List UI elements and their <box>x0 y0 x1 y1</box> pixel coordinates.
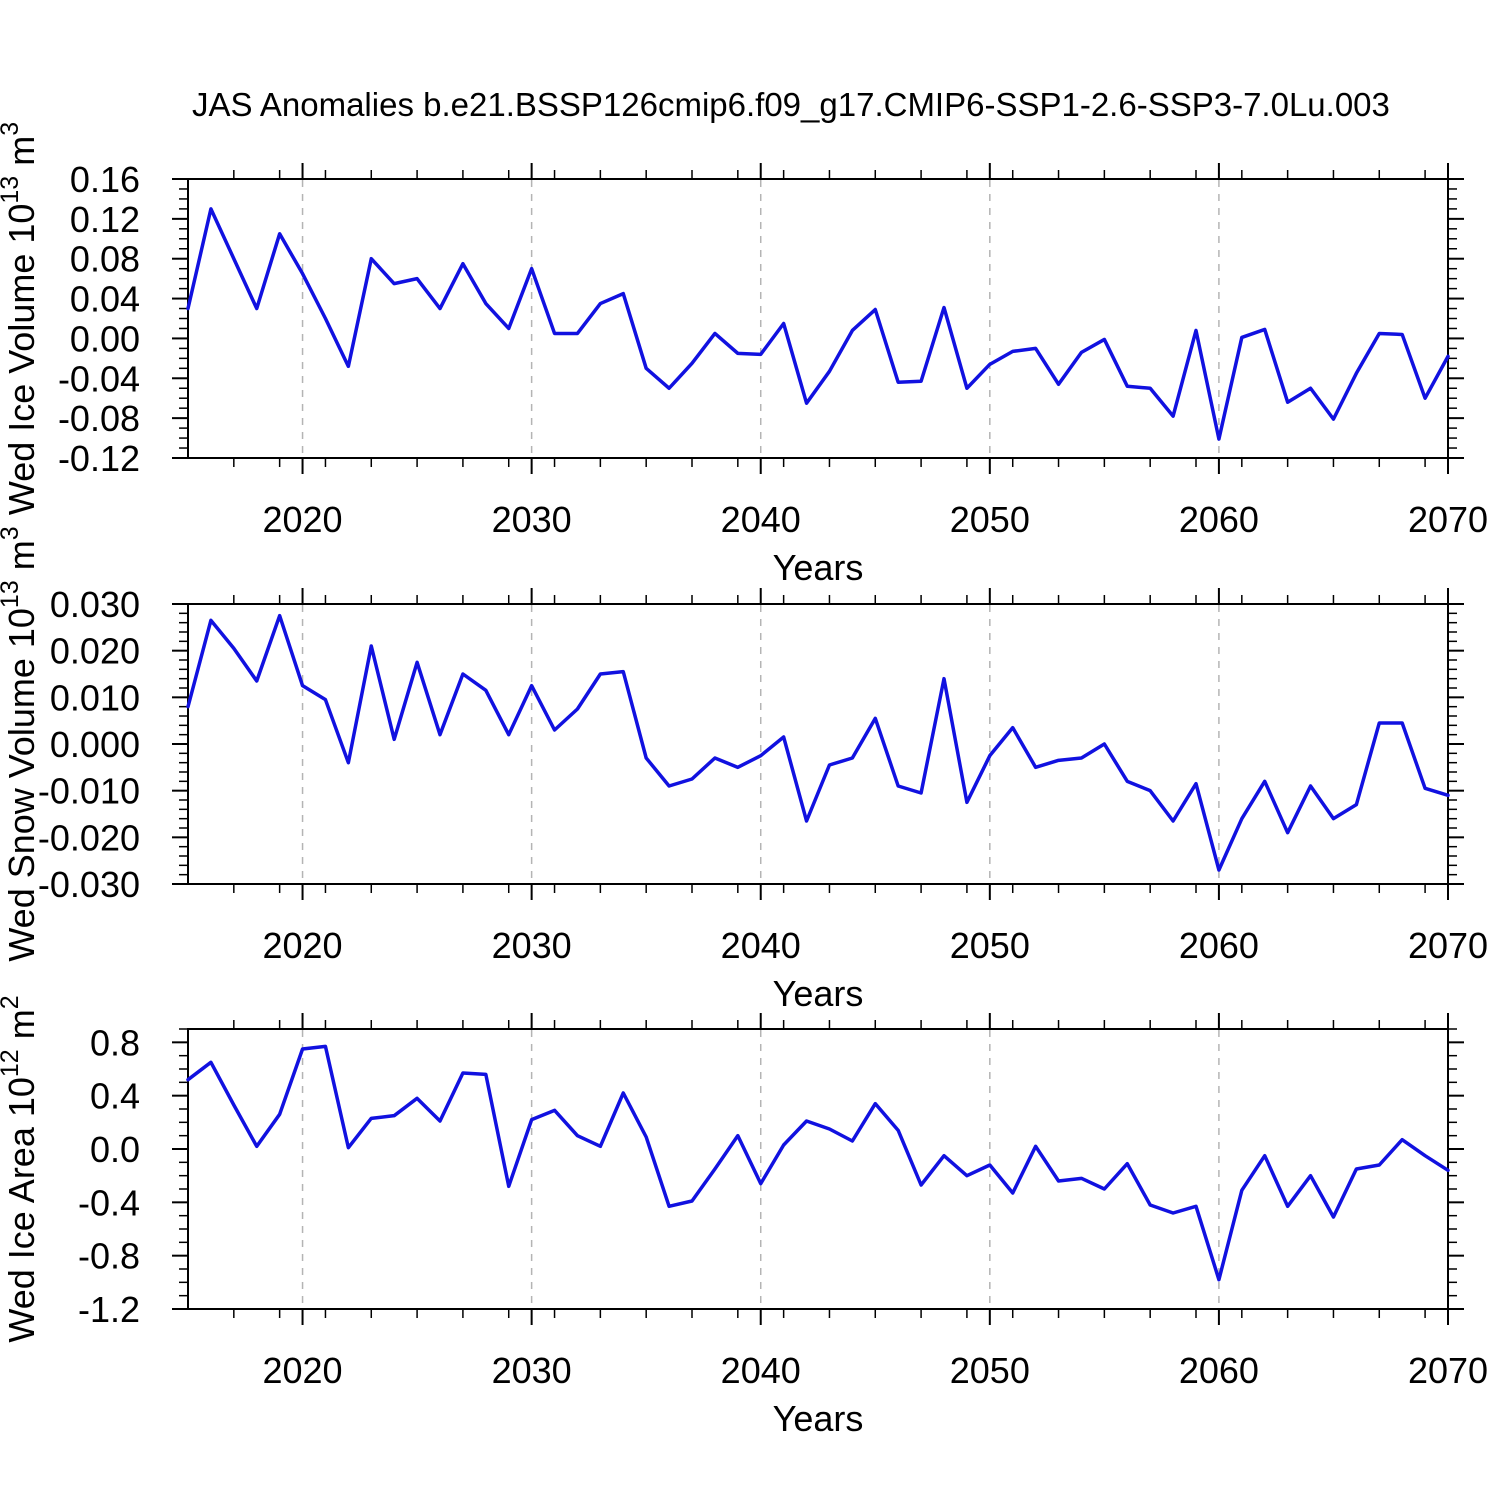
y-axis-title: Wed Ice Volume 1013 m3 <box>0 122 42 515</box>
y-tick-label: 0.12 <box>70 199 140 240</box>
x-tick-label: 2050 <box>950 1350 1030 1391</box>
y-tick-label: -0.8 <box>78 1236 140 1277</box>
x-tick-label: 2040 <box>721 925 801 966</box>
x-tick-label: 2030 <box>492 925 572 966</box>
y-tick-label: 0.08 <box>70 239 140 280</box>
y-ticks <box>172 178 1464 459</box>
y-tick-label: 0.04 <box>70 279 140 320</box>
y-tick-label: 0.030 <box>50 584 140 625</box>
wed-snow-volume-line <box>186 613 1450 872</box>
x-axis-title: Years <box>773 547 864 588</box>
x-tick-label: 2040 <box>721 499 801 540</box>
y-ticks <box>172 603 1464 885</box>
y-tick-label: -0.030 <box>38 864 140 905</box>
wed-ice-volume-line <box>186 207 1450 441</box>
y-tick-label: -0.4 <box>78 1182 140 1223</box>
y-tick-label: 0.16 <box>70 159 140 200</box>
y-tick-label: -1.2 <box>78 1289 140 1330</box>
y-ticks <box>172 1028 1464 1310</box>
x-axis-title: Years <box>773 1398 864 1439</box>
panel-wed-ice-volume: 0.160.120.080.040.00-0.04-0.08-0.12 2020 2… <box>0 122 1488 588</box>
panel-wed-ice-area: 0.8 0.4 0.0 -0.4 -0.8 -1.2 2020 2030 2040 2050 206… <box>0 995 1488 1439</box>
panel-wed-snow-volume: 0.030 0.020 0.010 0.000 -0.010 -0.020 -0.030 20… <box>0 526 1488 1014</box>
y-tick-label: -0.020 <box>38 817 140 858</box>
x-tick-label: 2030 <box>492 1350 572 1391</box>
x-tick-label: 2070 <box>1408 499 1488 540</box>
x-tick-label: 2060 <box>1179 925 1259 966</box>
x-axis-title: Years <box>773 973 864 1014</box>
plot-box <box>187 178 1449 459</box>
x-tick-label: 2070 <box>1408 1350 1488 1391</box>
x-tick-label: 2050 <box>950 499 1030 540</box>
y-tick-label: -0.04 <box>58 358 140 399</box>
y-tick-label: 0.010 <box>50 677 140 718</box>
y-axis-title: Wed Snow Volume 1013 m3 <box>0 526 42 961</box>
y-tick-label: 0.00 <box>70 318 140 359</box>
y-axis-title: Wed Ice Area 1012 m2 <box>0 995 42 1342</box>
x-tick-label: 2070 <box>1408 925 1488 966</box>
y-tick-label: -0.08 <box>58 398 140 439</box>
x-ticks <box>233 1013 1449 1325</box>
x-tick-label: 2030 <box>492 499 572 540</box>
x-ticks <box>233 163 1449 474</box>
y-tick-label: 0.020 <box>50 631 140 672</box>
figure-title: JAS Anomalies b.e21.BSSP126cmip6.f09_g17… <box>192 86 1390 123</box>
plot-box <box>187 603 1449 885</box>
x-tick-label: 2020 <box>262 1350 342 1391</box>
x-tick-label: 2060 <box>1179 499 1259 540</box>
wed-ice-area-line <box>186 1044 1450 1282</box>
y-tick-label: 0.8 <box>90 1022 140 1063</box>
y-tick-label: 0.0 <box>90 1129 140 1170</box>
x-tick-label: 2020 <box>262 925 342 966</box>
y-tick-label: -0.12 <box>58 438 140 479</box>
plot-box <box>187 1028 1449 1310</box>
x-tick-label: 2050 <box>950 925 1030 966</box>
x-tick-label: 2040 <box>721 1350 801 1391</box>
x-tick-label: 2020 <box>262 499 342 540</box>
y-tick-label: 0.4 <box>90 1076 140 1117</box>
x-ticks <box>233 588 1449 900</box>
x-tick-label: 2060 <box>1179 1350 1259 1391</box>
y-tick-label: 0.000 <box>50 724 140 765</box>
y-tick-label: -0.010 <box>38 771 140 812</box>
